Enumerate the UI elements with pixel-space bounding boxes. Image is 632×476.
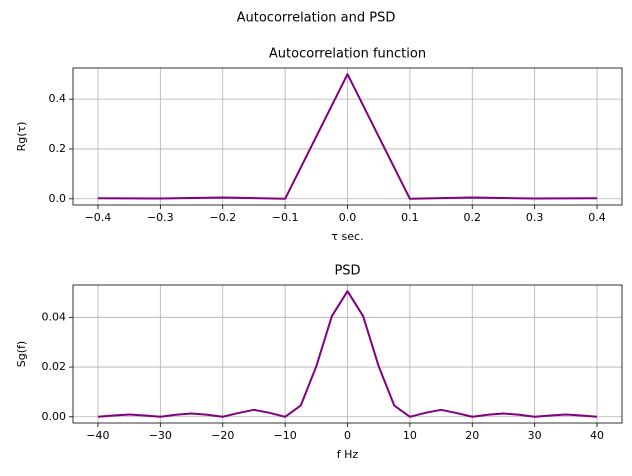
x-tick-label: −30: [149, 429, 172, 442]
x-tick-label: −20: [211, 429, 234, 442]
subplot: −40 −30 −20 −10 0 10 20 30 40 0.00 0.02 0.04 PSD f Hz…: [15, 264, 623, 461]
x-tick-label: 0.2: [464, 211, 482, 224]
x-tick-label: 20: [465, 429, 479, 442]
y-tick-label: 0.04: [42, 310, 67, 323]
x-tick-label: 0.4: [588, 211, 606, 224]
x-tick-label: −0.4: [85, 211, 112, 224]
x-tick-label: 0.1: [401, 211, 419, 224]
data-line: [97, 73, 598, 200]
x-tick-label: −40: [86, 429, 109, 442]
x-tick-label: −0.2: [209, 211, 236, 224]
x-tick-label: 0.3: [526, 211, 544, 224]
y-tick-label: 0.0: [49, 192, 67, 205]
subplot: −0.4 −0.3 −0.2 −0.1 0.0 0.1 0.2 0.3 0.4 0.0 0.2 0.4…: [15, 47, 623, 243]
y-tick-label: 0.02: [42, 360, 67, 373]
subplot-title: PSD: [334, 264, 360, 279]
x-tick-label: 0.0: [339, 211, 357, 224]
axes-frame: [72, 284, 623, 424]
y-tick-label: 0.00: [42, 410, 67, 423]
y-tick-label: 0.4: [49, 92, 67, 105]
x-tick-label: −0.3: [147, 211, 174, 224]
x-axis-label: f Hz: [337, 448, 359, 461]
x-tick-label: 0: [344, 429, 351, 442]
x-axis-label: τ sec.: [331, 230, 363, 243]
x-tick-label: −0.1: [272, 211, 299, 224]
y-axis-label: Rg(τ): [15, 122, 28, 152]
x-tick-label: −10: [274, 429, 297, 442]
x-tick-label: 40: [590, 429, 604, 442]
data-line: [97, 290, 598, 418]
x-tick-label: 30: [528, 429, 542, 442]
y-tick-label: 0.2: [49, 142, 67, 155]
x-tick-label: 10: [403, 429, 417, 442]
subplot-title: Autocorrelation function: [269, 47, 426, 62]
axes-frame: [72, 67, 623, 206]
y-axis-label: Sg(f): [15, 341, 28, 367]
figure-title: Autocorrelation and PSD: [237, 11, 396, 26]
